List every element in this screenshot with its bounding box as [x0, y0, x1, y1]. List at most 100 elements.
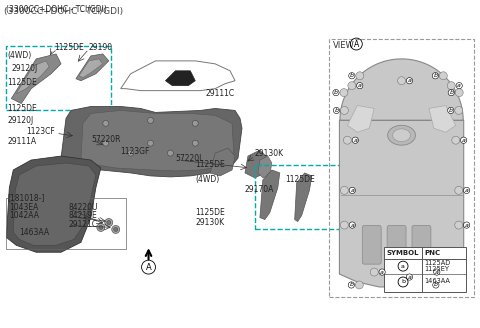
Text: 1125DE: 1125DE	[7, 104, 37, 113]
Text: 29120J: 29120J	[12, 64, 37, 73]
Polygon shape	[258, 156, 272, 178]
Text: 1043EA: 1043EA	[9, 203, 39, 212]
Text: 84219E: 84219E	[69, 211, 98, 220]
Polygon shape	[76, 54, 109, 81]
Text: [181018-]: [181018-]	[7, 193, 45, 202]
Circle shape	[107, 220, 111, 224]
Circle shape	[455, 107, 463, 114]
Text: 29170A: 29170A	[245, 185, 275, 194]
FancyBboxPatch shape	[412, 225, 431, 264]
Circle shape	[397, 77, 406, 85]
Circle shape	[340, 221, 348, 229]
Text: a: a	[408, 78, 411, 83]
Text: PNC: PNC	[424, 250, 440, 256]
Text: b: b	[349, 282, 353, 287]
Text: (3300CC+DOHC - TCI/GDI): (3300CC+DOHC - TCI/GDI)	[6, 5, 107, 14]
Circle shape	[147, 117, 154, 123]
Text: 1042AA: 1042AA	[9, 211, 39, 220]
Circle shape	[340, 186, 348, 195]
Text: a: a	[358, 83, 362, 88]
Circle shape	[112, 225, 120, 234]
Circle shape	[103, 120, 109, 126]
Circle shape	[397, 273, 406, 281]
Text: a: a	[353, 138, 357, 143]
Polygon shape	[260, 170, 280, 219]
Text: 29120J: 29120J	[7, 116, 34, 125]
Polygon shape	[295, 173, 312, 221]
Text: 1463AA: 1463AA	[19, 228, 49, 237]
Text: a: a	[465, 223, 468, 228]
Text: 1125EY: 1125EY	[424, 266, 449, 272]
Circle shape	[455, 221, 463, 229]
Text: 1125DE: 1125DE	[285, 175, 314, 184]
Text: 29121C: 29121C	[69, 220, 98, 229]
FancyBboxPatch shape	[362, 225, 381, 264]
Text: 1125AD: 1125AD	[424, 260, 450, 266]
Circle shape	[343, 136, 351, 144]
Text: a: a	[350, 223, 354, 228]
Text: b: b	[434, 282, 438, 287]
Circle shape	[105, 218, 113, 226]
Text: 29130K: 29130K	[255, 149, 284, 157]
Circle shape	[97, 223, 105, 232]
Text: b: b	[449, 90, 453, 95]
Polygon shape	[245, 150, 268, 178]
Text: 29190: 29190	[89, 44, 113, 52]
Circle shape	[355, 281, 363, 289]
Polygon shape	[348, 106, 374, 132]
Text: 29111A: 29111A	[7, 137, 36, 146]
Circle shape	[447, 82, 455, 90]
Text: (4WD): (4WD)	[7, 51, 32, 60]
Text: a: a	[465, 188, 468, 193]
Text: A: A	[354, 40, 359, 49]
Circle shape	[340, 107, 348, 114]
Text: 29111C: 29111C	[205, 89, 234, 98]
Polygon shape	[339, 59, 464, 287]
Circle shape	[192, 120, 198, 126]
Polygon shape	[210, 148, 235, 176]
Polygon shape	[79, 59, 103, 78]
Circle shape	[425, 268, 433, 276]
Text: b: b	[335, 108, 338, 113]
Polygon shape	[16, 61, 49, 93]
Text: A: A	[145, 263, 151, 272]
Circle shape	[452, 136, 460, 144]
Polygon shape	[61, 107, 242, 177]
Text: 1123GF: 1123GF	[120, 147, 150, 155]
Polygon shape	[6, 156, 101, 252]
Text: (3300CC+DOHC - TCI/GDI): (3300CC+DOHC - TCI/GDI)	[4, 7, 123, 16]
Text: VIEW: VIEW	[333, 41, 354, 50]
Text: b: b	[433, 73, 437, 78]
Circle shape	[128, 150, 133, 156]
Polygon shape	[81, 111, 234, 171]
Text: a: a	[380, 270, 384, 275]
Circle shape	[348, 82, 356, 90]
Circle shape	[168, 150, 173, 156]
Polygon shape	[429, 106, 456, 132]
Text: 29130K: 29130K	[195, 218, 224, 227]
Text: 1463AA: 1463AA	[424, 278, 450, 284]
Text: a: a	[408, 275, 411, 279]
Text: b: b	[449, 108, 453, 113]
Text: b: b	[350, 73, 354, 78]
Ellipse shape	[393, 129, 410, 142]
Polygon shape	[13, 163, 96, 245]
Text: 84220U: 84220U	[69, 203, 98, 212]
Text: a: a	[457, 83, 461, 88]
Circle shape	[99, 225, 103, 230]
Circle shape	[340, 89, 348, 96]
Text: a: a	[435, 270, 439, 275]
Text: 1125DE: 1125DE	[7, 78, 37, 87]
Text: 1123CF: 1123CF	[26, 127, 55, 136]
Circle shape	[356, 72, 364, 80]
FancyBboxPatch shape	[384, 247, 466, 292]
Circle shape	[114, 227, 118, 232]
Circle shape	[439, 72, 447, 80]
Text: a: a	[462, 138, 466, 143]
Text: 1125DE: 1125DE	[195, 208, 225, 217]
Circle shape	[455, 186, 463, 195]
Text: 57220L: 57220L	[175, 154, 204, 163]
Text: 1125DE: 1125DE	[54, 44, 84, 52]
FancyBboxPatch shape	[387, 225, 406, 264]
Polygon shape	[166, 71, 195, 86]
